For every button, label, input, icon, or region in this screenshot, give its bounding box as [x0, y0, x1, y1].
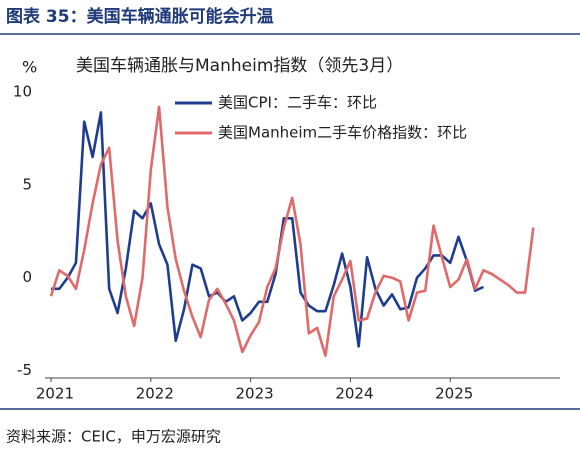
x-tick-label: 2024 — [335, 385, 373, 403]
y-label: % — [22, 58, 37, 77]
y-tick-label: 10 — [13, 83, 32, 101]
y-tick-label: 0 — [22, 268, 32, 286]
series-line — [49, 105, 535, 358]
header-title: 图表 35：美国车辆通胀可能会升温 — [6, 6, 274, 27]
legend-label: 美国CPI：二手车：环比 — [218, 94, 377, 112]
source: 资料来源：CEIC，申万宏源研究 — [6, 428, 221, 446]
x-tick-label: 2021 — [36, 385, 74, 403]
y-tick-label: 5 — [22, 175, 32, 193]
x-tick-label: 2023 — [236, 385, 274, 403]
chart-title: 美国车辆通胀与Manheim指数（领先3月） — [76, 56, 403, 76]
x-tick-label: 2025 — [435, 385, 473, 403]
y-tick-label: -5 — [17, 361, 32, 379]
legend-label: 美国Manheim二手车价格指数：环比 — [218, 124, 467, 142]
x-tick-label: 2022 — [136, 385, 174, 403]
